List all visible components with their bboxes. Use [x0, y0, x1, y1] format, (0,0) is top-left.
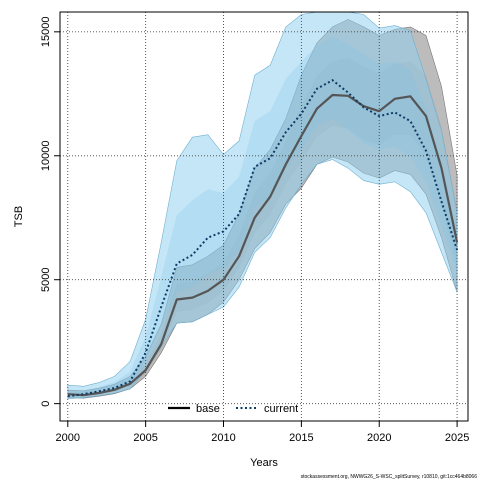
x-tick-label: 2010 — [211, 432, 235, 444]
x-axis-title: Years — [250, 457, 278, 469]
grid-lines — [60, 12, 468, 421]
y-tick-label: 10000 — [40, 140, 52, 171]
credit-text: stockassessment.org, NWWG26_S-WSC_splitS… — [301, 474, 478, 480]
series-lines — [67, 79, 459, 398]
y-axis: 0 5000 10000 15000 — [40, 17, 60, 407]
current-inner-band — [67, 36, 458, 398]
y-tick-label: 0 — [40, 401, 52, 407]
series-line-current — [67, 79, 459, 398]
plot-frame — [59, 11, 469, 422]
x-tick-label: 2015 — [289, 432, 313, 444]
legend-label-current: current — [264, 403, 298, 415]
series-line-base — [67, 93, 459, 397]
x-tick-label: 2000 — [56, 432, 80, 444]
legend-label-base: base — [196, 403, 220, 415]
y-tick-label: 5000 — [40, 267, 52, 291]
x-tick-label: 2025 — [445, 432, 469, 444]
y-tick-label: 15000 — [40, 17, 52, 48]
x-tick-label: 2005 — [133, 432, 157, 444]
x-tick-label: 2020 — [367, 432, 391, 444]
x-axis: 2000 2005 2010 2015 2020 2025 — [56, 421, 469, 444]
y-axis-title: TSB — [13, 206, 25, 227]
legend: base current — [168, 403, 298, 415]
